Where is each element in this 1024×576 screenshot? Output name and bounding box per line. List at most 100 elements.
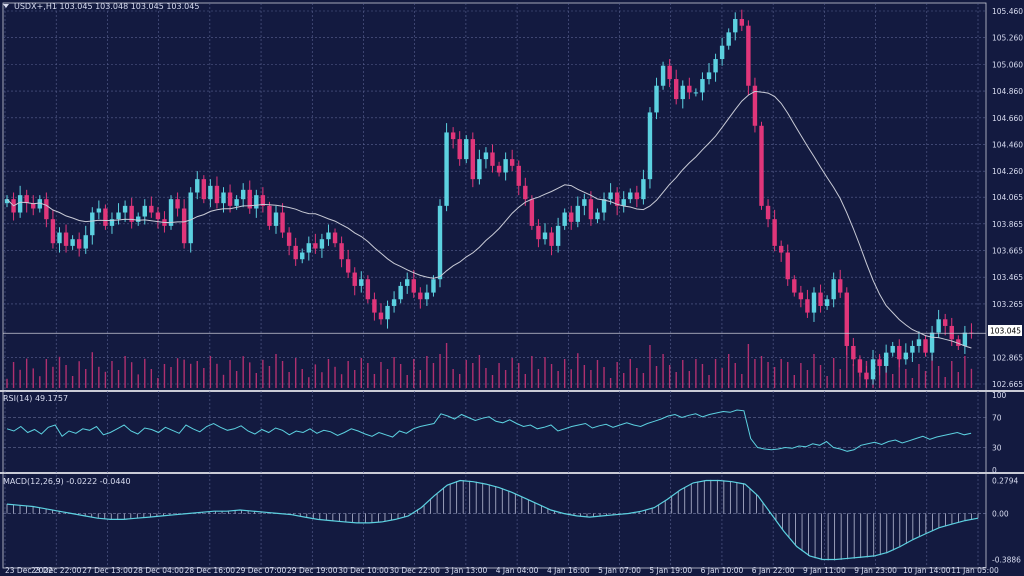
candle-body	[942, 319, 948, 326]
candle-body	[378, 312, 384, 320]
candle-body	[660, 65, 666, 86]
price-tick-label: 105.460	[992, 7, 1023, 16]
candle-body	[759, 125, 764, 206]
time-tick-label: 9 Jan 23:00	[854, 566, 897, 575]
candle-body	[588, 199, 594, 220]
candle-body	[713, 59, 718, 73]
candle-body	[457, 139, 462, 160]
candle-body	[870, 359, 876, 380]
candle-body	[37, 199, 43, 209]
price-tick-label: 103.465	[992, 273, 1023, 282]
time-tick-label: 29 Dec 19:00	[287, 566, 338, 575]
candle-body	[260, 195, 266, 206]
candle-body	[326, 232, 331, 240]
candle-body	[319, 239, 325, 249]
candle-body	[221, 192, 226, 204]
candle-body	[201, 179, 207, 200]
time-tick-label: 23 Dec 22:00	[31, 566, 82, 575]
candle-body	[674, 79, 679, 100]
candle-body	[31, 203, 36, 209]
candle-body	[916, 339, 922, 346]
candle-body	[654, 85, 659, 113]
candle-body	[470, 139, 476, 180]
candle-body	[798, 292, 804, 300]
candle-body	[391, 299, 397, 306]
time-tick-label: 11 Jan 05:00	[951, 566, 999, 575]
candle-body	[680, 85, 685, 100]
candle-body	[857, 359, 863, 373]
price-tick-label: 102.665	[992, 380, 1023, 389]
candle-body	[529, 199, 535, 226]
candle-body	[949, 325, 954, 340]
pane-separator[interactable]	[0, 472, 1024, 474]
candle-body	[444, 132, 449, 206]
collapse-triangle-icon[interactable]	[3, 4, 9, 8]
candle-body	[63, 232, 69, 246]
candle-body	[778, 245, 784, 253]
price-tick-label: 105.260	[992, 34, 1023, 43]
candle-body	[136, 216, 141, 222]
candle-body	[739, 19, 745, 26]
candle-body	[313, 243, 318, 249]
candle-body	[864, 372, 869, 380]
candle-body	[437, 205, 443, 280]
candle-body	[811, 292, 817, 313]
time-tick-label: 29 Dec 07:00	[236, 566, 287, 575]
candle-body	[614, 192, 620, 206]
time-tick-label: 4 Jan 16:00	[547, 566, 590, 575]
time-tick-label: 30 Dec 22:00	[389, 566, 440, 575]
candle-body	[50, 219, 56, 244]
candle-body	[96, 208, 102, 213]
candle-body	[188, 192, 193, 244]
candle-body	[910, 345, 915, 353]
time-tick-label: 28 Dec 04:00	[133, 566, 184, 575]
time-tick-label: 3 Jan 13:00	[445, 566, 488, 575]
candle-body	[385, 305, 390, 320]
candle-body	[805, 299, 810, 313]
candle-body	[17, 195, 23, 213]
candle-body	[181, 208, 187, 244]
macd-tick-label: -0.3886	[992, 555, 1021, 564]
rsi-tick-label: 30	[992, 444, 1002, 453]
candle-body	[76, 239, 82, 249]
candle-body	[785, 252, 790, 280]
price-tick-label: 105.060	[992, 60, 1023, 69]
price-tick-label: 103.865	[992, 220, 1023, 229]
candle-body	[641, 179, 646, 200]
candle-body	[936, 319, 941, 333]
rsi-tick-label: 70	[992, 414, 1002, 423]
candle-body	[765, 205, 771, 220]
candle-body	[234, 199, 239, 206]
candle-body	[411, 279, 416, 293]
candle-body	[293, 245, 298, 260]
candle-body	[555, 225, 561, 246]
candle-body	[24, 195, 29, 204]
candle-body	[706, 72, 712, 80]
candle-body	[575, 205, 580, 222]
candle-body	[280, 212, 285, 233]
price-axis: 105.460 105.260 105.060 104.860 104.660 104.4…	[992, 7, 1023, 564]
candle-body	[851, 345, 856, 360]
time-tick-label: 5 Jan 19:00	[649, 566, 692, 575]
time-tick-label: 30 Dec 10:00	[338, 566, 389, 575]
candle-body	[247, 189, 252, 209]
candle-body	[772, 219, 777, 246]
volume-bars	[6, 343, 973, 388]
candle-body	[372, 299, 377, 313]
price-tick-label: 104.860	[992, 87, 1023, 96]
candle-body	[523, 185, 528, 200]
candle-body	[693, 92, 699, 94]
candle-body	[109, 219, 115, 226]
candle-body	[57, 232, 62, 244]
candle-body	[962, 332, 968, 346]
pane-separator[interactable]	[0, 390, 1024, 392]
candle-body	[503, 159, 508, 173]
macd-tick-label: 0.2794	[992, 477, 1018, 486]
price-tick-label: 104.260	[992, 167, 1023, 176]
candle-body	[142, 205, 147, 217]
candle-body	[595, 212, 600, 220]
candle-body	[254, 195, 259, 209]
candle-body	[345, 259, 351, 273]
